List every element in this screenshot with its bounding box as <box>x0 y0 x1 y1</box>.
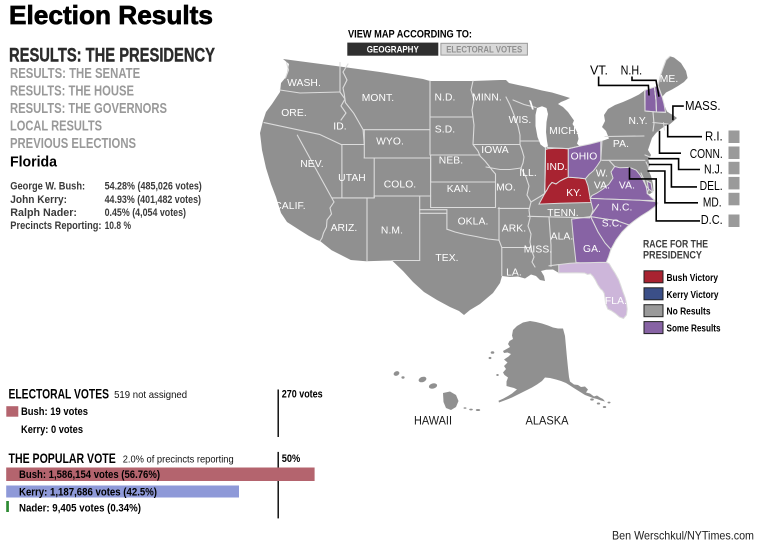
svg-text:TENN.: TENN. <box>547 208 578 219</box>
svg-text:Ben Werschkul/NYTimes.com: Ben Werschkul/NYTimes.com <box>612 529 754 543</box>
svg-text:LOCAL RESULTS: LOCAL RESULTS <box>10 117 102 134</box>
svg-text:MINN.: MINN. <box>472 93 502 104</box>
svg-text:RESULTS: THE HOUSE: RESULTS: THE HOUSE <box>10 82 134 99</box>
svg-text:MONT.: MONT. <box>362 93 395 104</box>
svg-text:D.C.: D.C. <box>701 213 723 227</box>
svg-text:S.D.: S.D. <box>435 124 455 135</box>
svg-text:THE POPULAR VOTE: THE POPULAR VOTE <box>9 450 116 466</box>
svg-text:Bush: 1,586,154 votes (56.76%): Bush: 1,586,154 votes (56.76%) <box>19 469 160 481</box>
svg-text:ELECTORAL VOTES: ELECTORAL VOTES <box>446 44 522 55</box>
svg-text:PREVIOUS ELECTIONS: PREVIOUS ELECTIONS <box>10 135 136 152</box>
svg-text:KAN.: KAN. <box>447 184 471 195</box>
svg-text:VA.: VA. <box>594 181 610 192</box>
svg-text:N.Y.: N.Y. <box>628 116 647 127</box>
svg-text:S.C.: S.C. <box>602 219 622 230</box>
svg-text:KY.: KY. <box>566 188 582 199</box>
svg-text:John Kerry:: John Kerry: <box>10 194 67 206</box>
svg-text:Precincts Reporting:: Precincts Reporting: <box>10 220 101 232</box>
svg-text:ME.: ME. <box>660 74 679 85</box>
svg-text:R.I.: R.I. <box>705 130 723 144</box>
svg-text:N.J.: N.J. <box>704 163 723 177</box>
svg-text:ILL.: ILL. <box>519 168 537 179</box>
svg-text:ID.: ID. <box>333 122 346 133</box>
svg-text:44.93% (401,482 votes): 44.93% (401,482 votes) <box>105 194 202 206</box>
svg-text:PA.: PA. <box>613 139 629 150</box>
svg-text:ORE.: ORE. <box>281 108 307 119</box>
svg-text:MASS.: MASS. <box>685 99 721 113</box>
svg-text:Kerry: 1,187,686 votes (42.5%): Kerry: 1,187,686 votes (42.5%) <box>19 487 157 499</box>
svg-text:LA.: LA. <box>506 268 522 279</box>
svg-text:COLO.: COLO. <box>384 180 417 191</box>
svg-text:IND.: IND. <box>547 162 568 173</box>
svg-text:50%: 50% <box>282 453 301 465</box>
svg-text:PRESIDENCY: PRESIDENCY <box>643 250 703 262</box>
svg-text:WIS.: WIS. <box>509 115 532 126</box>
svg-text:270 votes: 270 votes <box>282 389 323 401</box>
svg-text:VT.: VT. <box>590 64 608 78</box>
svg-text:FLA.: FLA. <box>605 296 627 307</box>
svg-text:N.M.: N.M. <box>381 226 403 237</box>
svg-text:Florida: Florida <box>10 154 58 171</box>
svg-text:Kerry: 0 votes: Kerry: 0 votes <box>21 424 83 436</box>
svg-text:VA.: VA. <box>619 181 635 192</box>
svg-text:MISS.: MISS. <box>524 244 553 255</box>
svg-text:RESULTS: THE SENATE: RESULTS: THE SENATE <box>10 65 140 82</box>
svg-text:Election Results: Election Results <box>9 0 213 30</box>
svg-text:NEB.: NEB. <box>439 156 463 167</box>
svg-text:UTAH: UTAH <box>338 173 366 184</box>
svg-text:GA.: GA. <box>583 244 601 255</box>
svg-text:Ralph Nader:: Ralph Nader: <box>10 207 77 219</box>
svg-text:MO.: MO. <box>496 183 516 194</box>
svg-text:Nader: 9,405 votes (0.34%): Nader: 9,405 votes (0.34%) <box>19 503 141 515</box>
svg-text:ALA.: ALA. <box>551 231 574 242</box>
svg-text:CONN.: CONN. <box>690 147 723 161</box>
svg-text:RESULTS: THE PRESIDENCY: RESULTS: THE PRESIDENCY <box>9 46 215 67</box>
svg-text:W.: W. <box>596 168 608 179</box>
svg-text:TEX.: TEX. <box>435 253 458 264</box>
svg-text:OHIO: OHIO <box>571 151 598 162</box>
svg-text:WYO.: WYO. <box>376 137 404 148</box>
svg-text:CALIF.: CALIF. <box>274 201 306 212</box>
svg-text:MD.: MD. <box>703 196 722 210</box>
svg-text:10.8 %: 10.8 % <box>105 220 132 232</box>
svg-text:ARIZ.: ARIZ. <box>331 223 358 234</box>
svg-text:GEOGRAPHY: GEOGRAPHY <box>367 45 420 56</box>
svg-text:Kerry Victory: Kerry Victory <box>667 289 719 301</box>
svg-text:ARK.: ARK. <box>502 224 526 235</box>
svg-text:NEV.: NEV. <box>300 159 324 170</box>
svg-text:IOWA: IOWA <box>481 145 509 156</box>
svg-text:WASH.: WASH. <box>287 78 321 89</box>
svg-text:HAWAII: HAWAII <box>414 416 452 428</box>
svg-text:RESULTS: THE GOVERNORS: RESULTS: THE GOVERNORS <box>10 100 167 117</box>
svg-text:OKLA.: OKLA. <box>458 216 489 227</box>
svg-text:0.45% (4,054 votes): 0.45% (4,054 votes) <box>105 207 187 219</box>
svg-text:519 not assigned: 519 not assigned <box>114 389 187 401</box>
svg-text:George W. Bush:: George W. Bush: <box>10 181 85 193</box>
svg-text:ALASKA: ALASKA <box>526 416 569 428</box>
svg-text:No Results: No Results <box>667 306 711 318</box>
svg-text:N.C.: N.C. <box>612 202 633 213</box>
svg-text:2.0% of precincts reporting: 2.0% of precincts reporting <box>123 454 234 466</box>
svg-text:ELECTORAL VOTES: ELECTORAL VOTES <box>9 386 109 402</box>
svg-text:RACE FOR THE: RACE FOR THE <box>643 239 708 251</box>
svg-text:VIEW MAP ACCORDING TO:: VIEW MAP ACCORDING TO: <box>348 29 472 41</box>
svg-text:DEL.: DEL. <box>700 179 723 193</box>
svg-text:MICH.: MICH. <box>549 126 579 137</box>
svg-text:Bush: 19 votes: Bush: 19 votes <box>21 406 88 418</box>
svg-text:Some Results: Some Results <box>667 323 721 335</box>
svg-text:N.H.: N.H. <box>621 64 643 78</box>
svg-text:Bush Victory: Bush Victory <box>667 272 719 284</box>
svg-text:54.28% (485,026 votes): 54.28% (485,026 votes) <box>105 181 202 193</box>
svg-text:N.D.: N.D. <box>435 93 456 104</box>
